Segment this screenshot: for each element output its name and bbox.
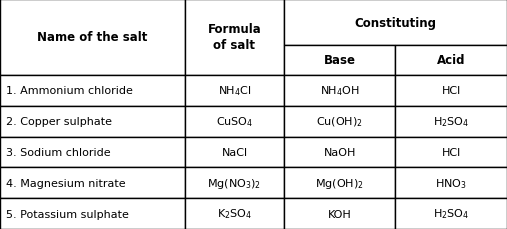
Text: 2. Copper sulphate: 2. Copper sulphate bbox=[6, 117, 112, 127]
Bar bbox=[0, 0, 185, 76]
Bar bbox=[395, 76, 507, 106]
Text: Constituting: Constituting bbox=[354, 16, 437, 29]
Bar bbox=[395, 168, 507, 198]
Text: Name of the salt: Name of the salt bbox=[38, 31, 148, 44]
Text: Mg(NO$_3$)$_2$: Mg(NO$_3$)$_2$ bbox=[207, 176, 262, 190]
Bar bbox=[395, 137, 507, 168]
Text: NH$_4$OH: NH$_4$OH bbox=[320, 84, 359, 98]
Bar bbox=[284, 46, 395, 76]
Bar bbox=[284, 137, 395, 168]
Text: HNO$_3$: HNO$_3$ bbox=[436, 176, 467, 190]
Bar bbox=[284, 168, 395, 198]
Text: HCl: HCl bbox=[442, 147, 461, 157]
Text: HCl: HCl bbox=[442, 86, 461, 96]
Bar bbox=[0, 168, 185, 198]
Text: 5. Potassium sulphate: 5. Potassium sulphate bbox=[6, 209, 129, 219]
Bar bbox=[284, 0, 507, 46]
Bar bbox=[395, 198, 507, 229]
Text: NH$_4$Cl: NH$_4$Cl bbox=[218, 84, 251, 98]
Text: CuSO$_4$: CuSO$_4$ bbox=[216, 115, 253, 128]
Bar bbox=[284, 76, 395, 106]
Text: Mg(OH)$_2$: Mg(OH)$_2$ bbox=[315, 176, 364, 190]
Bar bbox=[395, 46, 507, 76]
Text: 3. Sodium chloride: 3. Sodium chloride bbox=[6, 147, 111, 157]
Text: Cu(OH)$_2$: Cu(OH)$_2$ bbox=[316, 115, 363, 128]
Bar bbox=[0, 106, 185, 137]
Text: Formula
of salt: Formula of salt bbox=[207, 23, 262, 52]
Text: H$_2$SO$_4$: H$_2$SO$_4$ bbox=[433, 207, 469, 221]
Bar bbox=[185, 168, 284, 198]
Text: KOH: KOH bbox=[328, 209, 351, 219]
Bar bbox=[185, 0, 284, 76]
Bar bbox=[0, 76, 185, 106]
Text: NaOH: NaOH bbox=[323, 147, 356, 157]
Text: NaCl: NaCl bbox=[222, 147, 247, 157]
Bar bbox=[0, 137, 185, 168]
Text: K$_2$SO$_4$: K$_2$SO$_4$ bbox=[217, 207, 252, 221]
Bar bbox=[284, 106, 395, 137]
Text: Base: Base bbox=[323, 54, 356, 67]
Bar bbox=[185, 198, 284, 229]
Bar bbox=[395, 106, 507, 137]
Bar bbox=[185, 137, 284, 168]
Text: 4. Magnesium nitrate: 4. Magnesium nitrate bbox=[6, 178, 126, 188]
Text: 1. Ammonium chloride: 1. Ammonium chloride bbox=[6, 86, 133, 96]
Bar bbox=[284, 198, 395, 229]
Text: Acid: Acid bbox=[437, 54, 465, 67]
Bar bbox=[185, 76, 284, 106]
Bar bbox=[0, 198, 185, 229]
Text: H$_2$SO$_4$: H$_2$SO$_4$ bbox=[433, 115, 469, 128]
Bar bbox=[185, 106, 284, 137]
